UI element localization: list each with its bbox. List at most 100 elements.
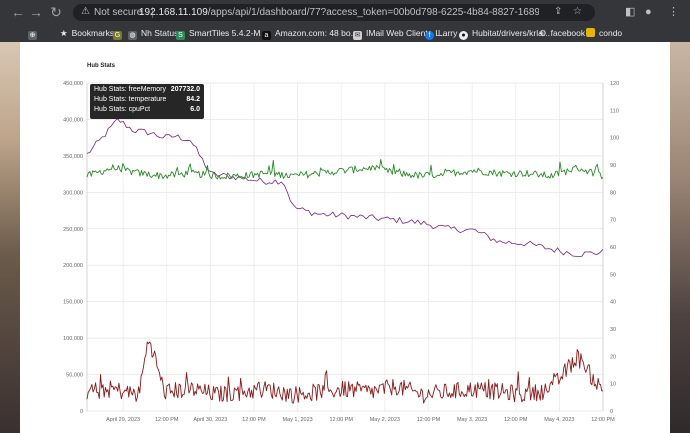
reload-icon[interactable]: ↻ bbox=[50, 4, 62, 20]
apps-icon: ⊕ bbox=[28, 31, 37, 40]
tooltip-value: 6.0 bbox=[190, 106, 200, 113]
bookmark-imail[interactable]: ✉ IMail Web Client - L... bbox=[353, 26, 447, 40]
bookmark-label: Bookmarks bbox=[71, 28, 115, 38]
tooltip-value: 84.2 bbox=[186, 96, 200, 103]
right-tick-label: 40 bbox=[610, 300, 616, 306]
bookmark-label: facebook bbox=[550, 28, 586, 38]
security-label[interactable]: Not secure bbox=[94, 7, 143, 18]
right-tick-label: 110 bbox=[610, 108, 619, 114]
dashboard-tile: Hub Stats 0 50,000 100,000 150,000 200,000 25… bbox=[20, 42, 670, 433]
series-line-freememory bbox=[86, 118, 604, 258]
gear-icon: ⚙ bbox=[539, 28, 547, 38]
left-tick-label: 300,000 bbox=[63, 190, 83, 196]
smarttiles-icon: S bbox=[176, 31, 185, 40]
x-tick-label: May 2, 2023 bbox=[370, 417, 400, 423]
amazon-icon: a bbox=[262, 31, 271, 40]
right-tick-label: 50 bbox=[610, 272, 616, 278]
bookmark-label: SmartTiles 5.4.2-M bbox=[189, 28, 261, 38]
sidebar-icon[interactable]: ◧ bbox=[625, 6, 636, 18]
bookmark-nh-status[interactable]: ◍ Nh Status bbox=[128, 26, 178, 40]
series-line-temperature bbox=[86, 158, 604, 180]
left-tick-label: 200,000 bbox=[63, 263, 83, 269]
bookmark-smarttiles[interactable]: S SmartTiles 5.4.2-M bbox=[176, 26, 260, 40]
desktop-background-left bbox=[0, 42, 20, 433]
right-tick-label: 30 bbox=[610, 327, 616, 333]
right-tick-label: 0 bbox=[610, 409, 613, 415]
bookmark-hubitat-drivers[interactable]: ● Hubitat/drivers/krla... bbox=[459, 26, 550, 40]
bookmark-g[interactable]: G bbox=[113, 26, 126, 40]
x-tick-label: April 29, 2023 bbox=[106, 417, 140, 423]
profile-avatar-icon[interactable]: ● bbox=[645, 6, 652, 18]
chart-tooltip: Hub Stats: freeMemory 207732.0 Hub Stats:… bbox=[90, 84, 204, 119]
x-tick-label: May 3, 2023 bbox=[457, 417, 487, 423]
folder-icon bbox=[586, 28, 595, 37]
bookmark-label: Amazon.com: 48 bo... bbox=[275, 28, 358, 38]
url-path: /apps/api/1/dashboard/77?access_token=00… bbox=[207, 7, 539, 18]
right-tick-label: 60 bbox=[610, 245, 616, 251]
url-host: 192.168.11.109 bbox=[139, 7, 208, 18]
right-tick-label: 10 bbox=[610, 382, 616, 388]
left-tick-label: 450,000 bbox=[63, 81, 83, 87]
x-tick-label: 12:00 PM bbox=[417, 417, 441, 423]
bookmark-label: condo bbox=[599, 28, 623, 38]
tooltip-label: Hub Stats: freeMemory bbox=[94, 86, 166, 93]
bookmark-amazon[interactable]: a Amazon.com: 48 bo... bbox=[262, 26, 358, 40]
right-tick-label: 120 bbox=[610, 81, 619, 87]
hub-stats-chart[interactable]: 0 50,000 100,000 150,000 200,000 250,000 300,0… bbox=[20, 42, 670, 433]
left-tick-label: 250,000 bbox=[63, 227, 83, 233]
bookmark-apps[interactable]: ⊕ bbox=[28, 26, 41, 40]
url-text[interactable]: 192.168.11.109/apps/api/1/dashboard/77?a… bbox=[139, 7, 539, 18]
address-bar[interactable]: ⚠ Not secure 192.168.11.109/apps/api/1/d… bbox=[73, 4, 595, 21]
chart-title: Hub Stats bbox=[87, 63, 116, 69]
x-tick-label: 12:00 PM bbox=[591, 417, 615, 423]
left-tick-label: 400,000 bbox=[63, 117, 83, 123]
right-tick-label: 80 bbox=[610, 190, 616, 196]
x-tick-label: 12:00 PM bbox=[242, 417, 266, 423]
x-axis: April 29, 2023 12:00 PM April 30, 2023 12:0… bbox=[106, 417, 615, 423]
right-tick-label: 70 bbox=[610, 218, 616, 224]
mail-icon: ✉ bbox=[353, 31, 362, 40]
right-axis: 0 10 20 30 40 50 60 70 80 90 100 110 120 bbox=[610, 81, 619, 415]
bookmark-condo[interactable]: condo bbox=[586, 26, 622, 40]
bookmark-facebook[interactable]: ⚙ facebook bbox=[539, 26, 585, 40]
desktop-background-right bbox=[670, 42, 690, 433]
bookmark-bookmarks[interactable]: ★ Bookmarks bbox=[60, 26, 114, 40]
warning-icon[interactable]: ⚠ bbox=[81, 6, 90, 17]
globe-icon: ◍ bbox=[128, 31, 137, 40]
left-tick-label: 350,000 bbox=[63, 154, 83, 160]
bookmark-label: IMail Web Client - L... bbox=[366, 28, 448, 38]
browser-toolbar: ← → ↻ ⚠ Not secure 192.168.11.109/apps/a… bbox=[0, 0, 690, 24]
star-icon: ★ bbox=[60, 28, 68, 38]
bookmark-star-icon[interactable]: ☆ bbox=[573, 6, 582, 17]
tooltip-value: 207732.0 bbox=[170, 86, 200, 93]
bookmark-label: Hubitat/drivers/krla... bbox=[472, 28, 550, 38]
chart-grid bbox=[86, 82, 604, 412]
x-tick-label: 12:00 PM bbox=[155, 417, 179, 423]
left-tick-label: 0 bbox=[80, 409, 83, 415]
forward-icon[interactable]: → bbox=[29, 4, 43, 20]
right-tick-label: 90 bbox=[610, 163, 616, 169]
right-tick-label: 20 bbox=[610, 354, 616, 360]
right-tick-label: 100 bbox=[610, 136, 619, 142]
menu-icon[interactable]: ⋮ bbox=[668, 6, 679, 18]
tooltip-row: Hub Stats: freeMemory 207732.0 bbox=[94, 86, 200, 96]
back-icon[interactable]: ← bbox=[11, 4, 25, 20]
bookmark-larry[interactable]: f Larry bbox=[425, 26, 457, 40]
series-line-cpupct bbox=[86, 341, 604, 404]
bookmarks-bar: ⊕ ★ Bookmarks G ◍ Nh Status S SmartTiles 5.… bbox=[0, 24, 690, 42]
x-tick-label: May 4, 2023 bbox=[544, 417, 574, 423]
left-tick-label: 50,000 bbox=[66, 373, 83, 379]
g-icon: G bbox=[113, 31, 122, 40]
x-tick-label: April 30, 2023 bbox=[193, 417, 227, 423]
browser-chrome: ← → ↻ ⚠ Not secure 192.168.11.109/apps/a… bbox=[0, 0, 690, 42]
tooltip-label: Hub Stats: temperature bbox=[94, 96, 167, 103]
x-tick-label: May 1, 2023 bbox=[282, 417, 312, 423]
bookmark-label: Nh Status bbox=[141, 28, 179, 38]
omnibox-divider bbox=[152, 7, 153, 18]
share-icon[interactable]: ⇪ bbox=[554, 6, 563, 17]
left-tick-label: 150,000 bbox=[63, 300, 83, 306]
tooltip-row: Hub Stats: temperature 84.2 bbox=[94, 96, 200, 106]
series-layer bbox=[86, 118, 604, 404]
facebook-icon: f bbox=[425, 31, 434, 40]
x-tick-label: 12:00 PM bbox=[329, 417, 353, 423]
